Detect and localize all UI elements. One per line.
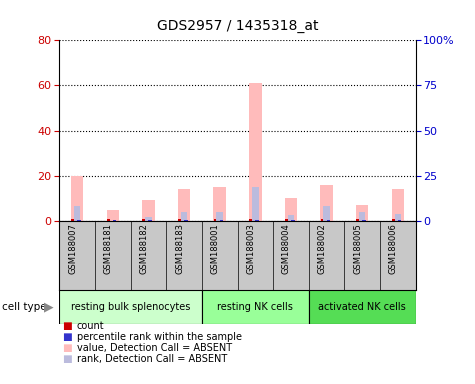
Text: ■: ■ [62,332,72,342]
Text: ■: ■ [62,354,72,364]
Text: ■: ■ [62,343,72,353]
Text: resting bulk splenocytes: resting bulk splenocytes [71,302,190,312]
Text: resting NK cells: resting NK cells [218,302,293,312]
Bar [398,220,401,221]
Text: GSM188181: GSM188181 [104,223,113,274]
Text: GSM188001: GSM188001 [211,223,219,274]
Bar [323,206,330,221]
Bar [148,220,152,221]
Bar [391,189,404,221]
Bar [142,219,146,221]
Bar [327,220,330,221]
Bar [214,219,217,221]
Bar [217,212,223,221]
Bar [142,200,155,221]
Bar [362,220,366,221]
Text: GSM188002: GSM188002 [318,223,327,274]
Text: GSM188005: GSM188005 [353,223,362,274]
Bar [219,220,223,221]
Bar [113,220,116,221]
Text: GDS2957 / 1435318_at: GDS2957 / 1435318_at [157,19,318,33]
Text: rank, Detection Call = ABSENT: rank, Detection Call = ABSENT [77,354,227,364]
Bar [285,198,297,221]
Bar [356,205,369,221]
Bar [213,187,226,221]
Bar [178,189,190,221]
Bar [145,217,152,221]
Bar [71,219,75,221]
Bar [184,220,188,221]
Bar [74,206,80,221]
Bar [359,212,365,221]
Text: GSM188007: GSM188007 [68,223,77,274]
Bar [309,290,416,324]
Text: percentile rank within the sample: percentile rank within the sample [77,332,242,342]
Bar [202,290,309,324]
Text: activated NK cells: activated NK cells [318,302,406,312]
Text: GSM188183: GSM188183 [175,223,184,274]
Bar [321,219,324,221]
Text: value, Detection Call = ABSENT: value, Detection Call = ABSENT [77,343,232,353]
Bar [71,176,84,221]
Text: count: count [77,321,104,331]
Bar [252,187,258,221]
Bar [288,215,294,221]
Text: GSM188004: GSM188004 [282,223,291,274]
Bar [356,219,360,221]
Bar [181,212,187,221]
Bar [285,219,288,221]
Bar [256,220,259,221]
Bar [291,220,294,221]
Bar [392,219,395,221]
Bar [107,219,110,221]
Text: GSM188182: GSM188182 [140,223,148,274]
Bar [77,220,81,221]
Bar [395,214,401,221]
Bar [249,219,253,221]
Bar [59,290,202,324]
Bar [320,185,333,221]
Text: ▶: ▶ [44,301,53,314]
Text: GSM188003: GSM188003 [247,223,256,274]
Bar [249,83,262,221]
Bar [178,219,181,221]
Bar [106,210,119,221]
Text: GSM188006: GSM188006 [389,223,398,274]
Text: cell type: cell type [2,302,47,312]
Text: ■: ■ [62,321,72,331]
